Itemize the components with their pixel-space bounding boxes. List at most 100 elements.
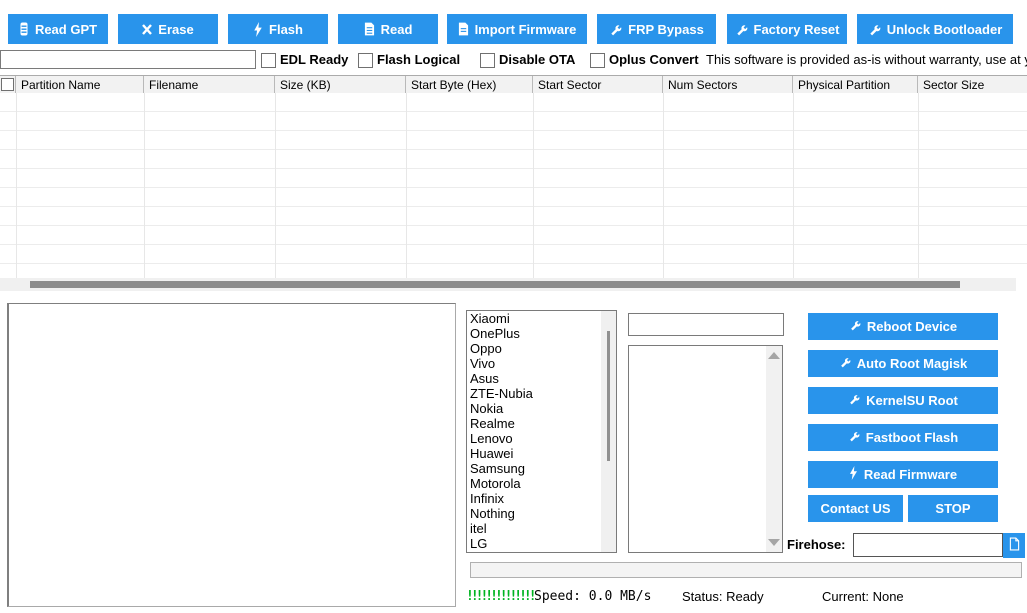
flash-logical-checkbox[interactable] bbox=[358, 53, 373, 68]
column-header-start-sector[interactable]: Start Sector bbox=[533, 76, 663, 93]
wrench-icon bbox=[735, 23, 748, 36]
button-label: Reboot Device bbox=[866, 319, 958, 334]
brand-item[interactable]: Lenovo bbox=[470, 431, 513, 446]
firehose-browse-button[interactable] bbox=[1003, 533, 1025, 558]
read-gpt-button[interactable]: Read GPT bbox=[8, 14, 108, 44]
current-readout: Current: None bbox=[822, 589, 904, 604]
wrench-icon bbox=[868, 23, 881, 36]
brand-item[interactable]: itel bbox=[470, 521, 487, 536]
button-label: Factory Reset bbox=[753, 21, 840, 37]
grid-line bbox=[663, 93, 664, 278]
kernelsu-root-button[interactable]: KernelSU Root bbox=[808, 387, 998, 414]
grid-line bbox=[533, 93, 534, 278]
frp-bypass-button[interactable]: FRP Bypass bbox=[597, 14, 716, 44]
button-label: Contact US bbox=[820, 501, 891, 516]
column-header-physical-partition[interactable]: Physical Partition bbox=[793, 76, 918, 93]
brand-item[interactable]: Samsung bbox=[470, 461, 525, 476]
brand-item[interactable]: Xiaomi bbox=[470, 311, 510, 326]
warranty-disclaimer: This software is provided as-is without … bbox=[706, 52, 1027, 67]
log-output-box bbox=[7, 303, 456, 607]
brand-item[interactable]: Oppo bbox=[470, 341, 502, 356]
button-label: Read Firmware bbox=[863, 467, 958, 482]
flash-button[interactable]: Flash bbox=[228, 14, 328, 44]
brand-item[interactable]: Nokia bbox=[470, 401, 504, 416]
button-label: Flash bbox=[269, 21, 303, 37]
brand-item[interactable]: Infinix bbox=[470, 491, 504, 506]
disable-ota-checkbox[interactable] bbox=[480, 53, 495, 68]
status-readout: Status: Ready bbox=[682, 589, 764, 604]
button-label: Auto Root Magisk bbox=[856, 356, 968, 371]
read-button[interactable]: Read bbox=[338, 14, 438, 44]
read-firmware-button[interactable]: Read Firmware bbox=[808, 461, 998, 488]
firehose-path-input[interactable] bbox=[853, 533, 1003, 557]
unlock-bootloader-button[interactable]: Unlock Bootloader bbox=[857, 14, 1013, 44]
brand-item[interactable]: Realme bbox=[470, 416, 515, 431]
auto-root-magisk-button[interactable]: Auto Root Magisk bbox=[808, 350, 998, 377]
edl-ready-checkbox[interactable] bbox=[261, 53, 276, 68]
import-firmware-button[interactable]: Import Firmware bbox=[447, 14, 587, 44]
grid-line bbox=[144, 93, 145, 278]
column-header-size[interactable]: Size (KB) bbox=[275, 76, 406, 93]
stop-button[interactable]: STOP bbox=[908, 495, 998, 522]
wrench-icon bbox=[848, 393, 860, 408]
button-label: Fastboot Flash bbox=[865, 430, 959, 445]
brand-item[interactable]: Nothing bbox=[470, 506, 515, 521]
column-header-num-sectors[interactable]: Num Sectors bbox=[663, 76, 793, 93]
firehose-label: Firehose: bbox=[787, 537, 846, 552]
gpt-cylinder-icon bbox=[19, 22, 29, 36]
button-label: Erase bbox=[158, 21, 194, 37]
flash-logical-label: Flash Logical bbox=[377, 52, 461, 67]
scroll-up-arrow-icon[interactable] bbox=[768, 352, 780, 359]
column-header-sector-size[interactable]: Sector Size bbox=[923, 77, 985, 92]
button-label: Unlock Bootloader bbox=[886, 21, 1003, 37]
scrollbar-thumb[interactable] bbox=[30, 281, 960, 288]
brand-listbox: Xiaomi OnePlus Oppo Vivo Asus ZTE-Nubia … bbox=[466, 310, 617, 553]
model-list-scrollbar[interactable] bbox=[766, 346, 782, 552]
partition-table-body bbox=[0, 93, 1027, 278]
table-horizontal-scrollbar[interactable] bbox=[0, 278, 1016, 291]
factory-reset-button[interactable]: Factory Reset bbox=[727, 14, 847, 44]
grid-line bbox=[275, 93, 276, 278]
brand-item[interactable]: ZTE-Nubia bbox=[470, 386, 533, 401]
scroll-down-arrow-icon[interactable] bbox=[768, 539, 780, 546]
brand-item[interactable]: Motorola bbox=[470, 476, 521, 491]
firmware-path-input[interactable] bbox=[0, 50, 256, 69]
button-label: FRP Bypass bbox=[628, 21, 704, 37]
scrollbar-thumb[interactable] bbox=[607, 331, 610, 461]
oplus-convert-checkbox[interactable] bbox=[590, 53, 605, 68]
button-label: Read GPT bbox=[34, 21, 98, 37]
brand-item[interactable]: Asus bbox=[470, 371, 499, 386]
wrench-icon bbox=[609, 23, 622, 36]
brand-item[interactable]: Huawei bbox=[470, 446, 514, 461]
reboot-device-button[interactable]: Reboot Device bbox=[808, 313, 998, 340]
select-all-checkbox[interactable] bbox=[1, 78, 14, 91]
column-header-start-byte[interactable]: Start Byte (Hex) bbox=[406, 76, 533, 93]
brand-item[interactable]: LG bbox=[470, 536, 488, 551]
x-icon bbox=[142, 23, 153, 35]
partition-table-header: Partition Name Filename Size (KB) Start … bbox=[0, 75, 1027, 94]
button-label: Import Firmware bbox=[474, 21, 577, 37]
wrench-icon bbox=[849, 319, 861, 334]
fastboot-flash-button[interactable]: Fastboot Flash bbox=[808, 424, 998, 451]
button-label: STOP bbox=[935, 501, 971, 516]
grid-line bbox=[793, 93, 794, 278]
contact-us-button[interactable]: Contact US bbox=[808, 495, 903, 522]
brand-list-scrollbar[interactable] bbox=[601, 311, 616, 552]
brand-item[interactable]: Vivo bbox=[470, 356, 496, 371]
brand-item[interactable]: OnePlus bbox=[470, 326, 520, 341]
wrench-icon bbox=[848, 430, 860, 445]
lightning-icon bbox=[849, 466, 858, 483]
column-header-filename[interactable]: Filename bbox=[144, 76, 275, 93]
edl-ready-label: EDL Ready bbox=[280, 52, 349, 67]
firmware-file-icon bbox=[458, 22, 469, 36]
button-label: Read bbox=[380, 21, 413, 37]
model-search-input[interactable] bbox=[628, 313, 784, 336]
column-header-partition-name[interactable]: Partition Name bbox=[16, 76, 144, 93]
wrench-icon bbox=[839, 356, 851, 371]
grid-line bbox=[406, 93, 407, 278]
model-listbox bbox=[628, 345, 783, 553]
document-icon bbox=[364, 22, 375, 36]
grid-line bbox=[16, 93, 17, 278]
erase-button[interactable]: Erase bbox=[118, 14, 218, 44]
